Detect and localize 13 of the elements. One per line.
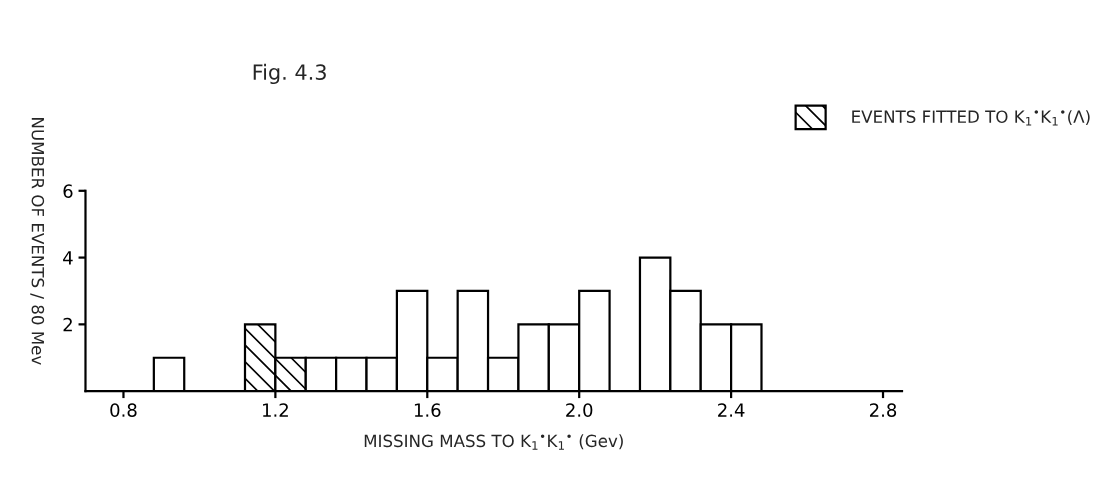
y-tick-label: 6 xyxy=(63,184,73,198)
x-axis-title: MISSING MASS TO K$_{1}$$^{•}$K$_{1}$$^{•}$ (Gev) xyxy=(364,434,623,450)
x-tick-label: 0.8 xyxy=(110,403,137,417)
y-axis-title: NUMBER OF EVENTS / 80 Mev xyxy=(30,118,45,365)
y-tick-label: 4 xyxy=(63,251,73,265)
y-tick-label: 2 xyxy=(63,317,72,332)
chart-title: Fig. 4.3 xyxy=(253,63,326,85)
x-tick-label: 1.2 xyxy=(263,403,288,417)
x-tick-label: 2.0 xyxy=(566,403,593,417)
x-tick-label: 1.6 xyxy=(414,403,441,417)
x-tick-label: 2.8 xyxy=(869,403,897,417)
legend-label: EVENTS FITTED TO K$_{1}$$^{•}$K$_{1}$$^{•}$(Λ) xyxy=(852,110,1090,126)
x-tick-label: 2.4 xyxy=(718,403,745,417)
